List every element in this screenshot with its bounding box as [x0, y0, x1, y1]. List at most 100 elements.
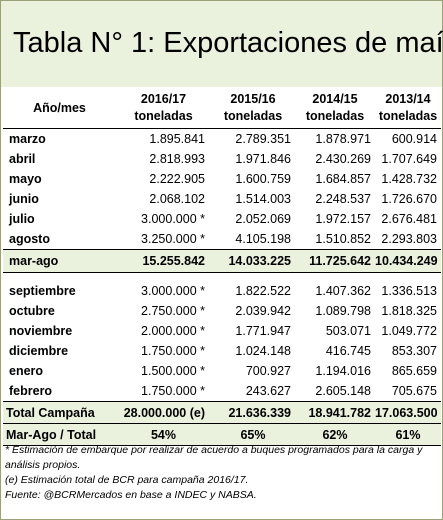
title-band: Tabla N° 1: Exportaciones de maíz — [1, 1, 443, 87]
table-row: enero 1.500.000 * 700.927 1.194.016 865.659 — [3, 361, 441, 381]
cell-value: 600.914 — [391, 132, 437, 146]
cell-value: 1.514.003 — [235, 192, 291, 206]
cell-value: 2.039.942 — [235, 304, 291, 318]
month-label: julio — [9, 212, 35, 226]
subtotal-row: mar-ago 15.255.842 14.033.225 11.725.642… — [3, 249, 441, 273]
cell-value: 1.971.846 — [235, 152, 291, 166]
cell-value: 3.250.000 * — [141, 232, 205, 246]
total-value: 18.941.782 — [295, 401, 375, 424]
cell-value: 853.307 — [391, 344, 437, 358]
cell-value: 4.105.198 — [235, 232, 291, 246]
table-row: octubre 2.750.000 * 2.039.942 1.089.798 1.81… — [3, 301, 441, 321]
month-label: febrero — [9, 384, 53, 398]
cell-value: 1.049.772 — [381, 324, 437, 338]
row-header-label: Año/mes — [33, 100, 86, 115]
cell-value: 2.676.481 — [381, 212, 437, 226]
ratio-value: 61% — [375, 423, 441, 446]
month-label: noviembre — [9, 324, 73, 338]
footnote-source: Fuente: @BCRMercados en base a INDEC y N… — [5, 489, 257, 501]
cell-value: 1.510.852 — [315, 232, 371, 246]
cell-value: 2.052.069 — [235, 212, 291, 226]
cell-value: 1.818.325 — [381, 304, 437, 318]
total-value: 21.636.339 — [211, 401, 295, 424]
cell-value: 705.675 — [391, 384, 437, 398]
month-label: junio — [9, 192, 39, 206]
total-value: 17.063.500 — [375, 401, 441, 424]
cell-value: 2.789.351 — [235, 132, 291, 146]
subtotal-value: 14.033.225 — [211, 249, 295, 273]
cell-value: 2.248.537 — [315, 192, 371, 206]
cell-value: 1.089.798 — [315, 304, 371, 318]
cell-value: 865.659 — [391, 364, 437, 378]
cell-value: 3.000.000 * — [141, 284, 205, 298]
total-value: 28.000.000 (e) — [116, 401, 211, 424]
total-label: Total Campaña — [3, 401, 116, 424]
month-label: septiembre — [9, 284, 76, 298]
ratio-value: 65% — [211, 423, 295, 446]
cell-value: 1.600.759 — [235, 172, 291, 186]
month-label: mayo — [9, 172, 42, 186]
month-label: enero — [9, 364, 44, 378]
ratio-value: 54% — [116, 423, 211, 446]
header-row: Año/mes 2016/17 toneladas 2015/16 tonelada… — [3, 88, 441, 129]
spacer-row — [3, 273, 441, 282]
footnotes: * Estimación de embarque por realizar de… — [5, 443, 437, 503]
month-label: marzo — [9, 132, 46, 146]
cell-value: 1.972.157 — [315, 212, 371, 226]
cell-value: 1.750.000 * — [141, 384, 205, 398]
cell-value: 2.068.102 — [149, 192, 205, 206]
cell-value: 1.707.649 — [381, 152, 437, 166]
total-row: Total Campaña 28.000.000 (e) 21.636.339 … — [3, 401, 441, 424]
month-label: diciembre — [9, 344, 69, 358]
footnote-total-estimate: (e) Estimación total de BCR para campaña… — [5, 474, 249, 486]
cell-value: 1.428.732 — [381, 172, 437, 186]
cell-value: 1.500.000 * — [141, 364, 205, 378]
cell-value: 243.627 — [245, 384, 291, 398]
table-row: diciembre 1.750.000 * 1.024.148 416.745 853.… — [3, 341, 441, 361]
column-header-2016: 2016/17 toneladas — [134, 92, 193, 123]
cell-value: 1.750.000 * — [141, 344, 205, 358]
subtotal-label: mar-ago — [3, 249, 116, 273]
ratio-value: 62% — [295, 423, 375, 446]
cell-value: 1.194.016 — [315, 364, 371, 378]
cell-value: 416.745 — [325, 344, 371, 358]
cell-value: 503.071 — [325, 324, 371, 338]
column-header-2013: 2013/14 toneladas — [378, 92, 438, 123]
cell-value: 1.822.522 — [235, 284, 291, 298]
cell-value: 2.000.000 * — [141, 324, 205, 338]
cell-value: 2.293.803 — [381, 232, 437, 246]
cell-value: 3.000.000 * — [141, 212, 205, 226]
cell-value: 2.430.269 — [315, 152, 371, 166]
table-row: julio 3.000.000 * 2.052.069 1.972.157 2.676.… — [3, 209, 441, 229]
page-title: Tabla N° 1: Exportaciones de maíz — [13, 27, 443, 59]
month-label: octubre — [9, 304, 55, 318]
cell-value: 1.726.670 — [381, 192, 437, 206]
ratio-row: Mar-Ago / Total 54% 65% 62% 61% — [3, 423, 441, 446]
cell-value: 1.336.513 — [381, 284, 437, 298]
table-row: agosto 3.250.000 * 4.105.198 1.510.852 2.293… — [3, 229, 441, 250]
table-row: febrero 1.750.000 * 243.627 2.605.148 705.67… — [3, 381, 441, 402]
subtotal-value: 10.434.249 — [375, 249, 441, 273]
table-row: marzo 1.895.841 2.789.351 1.878.971 600.914 — [3, 129, 441, 150]
subtotal-value: 11.725.642 — [295, 249, 375, 273]
month-label: agosto — [9, 232, 50, 246]
column-header-2014: 2014/15 toneladas — [305, 92, 365, 123]
subtotal-value: 15.255.842 — [116, 249, 211, 273]
cell-value: 1.895.841 — [149, 132, 205, 146]
cell-value: 2.222.905 — [149, 172, 205, 186]
table-row: noviembre 2.000.000 * 1.771.947 503.071 1.04… — [3, 321, 441, 341]
table-row: septiembre 3.000.000 * 1.822.522 1.407.362 1… — [3, 281, 441, 301]
table-row: mayo 2.222.905 1.600.759 1.684.857 1.428.732 — [3, 169, 441, 189]
column-header-2015: 2015/16 toneladas — [223, 92, 283, 123]
table-row: junio 2.068.102 1.514.003 2.248.537 1.726.67… — [3, 189, 441, 209]
ratio-label: Mar-Ago / Total — [3, 423, 116, 446]
cell-value: 1.684.857 — [315, 172, 371, 186]
cell-value: 2.605.148 — [315, 384, 371, 398]
cell-value: 2.750.000 * — [141, 304, 205, 318]
cell-value: 2.818.993 — [149, 152, 205, 166]
month-label: abril — [9, 152, 36, 166]
table-row: abril 2.818.993 1.971.846 2.430.269 1.707.64… — [3, 149, 441, 169]
exports-table: Año/mes 2016/17 toneladas 2015/16 tonelada… — [3, 88, 441, 446]
cell-value: 1.771.947 — [235, 324, 291, 338]
footnote-estimate: * Estimación de embarque por realizar de… — [5, 444, 423, 471]
